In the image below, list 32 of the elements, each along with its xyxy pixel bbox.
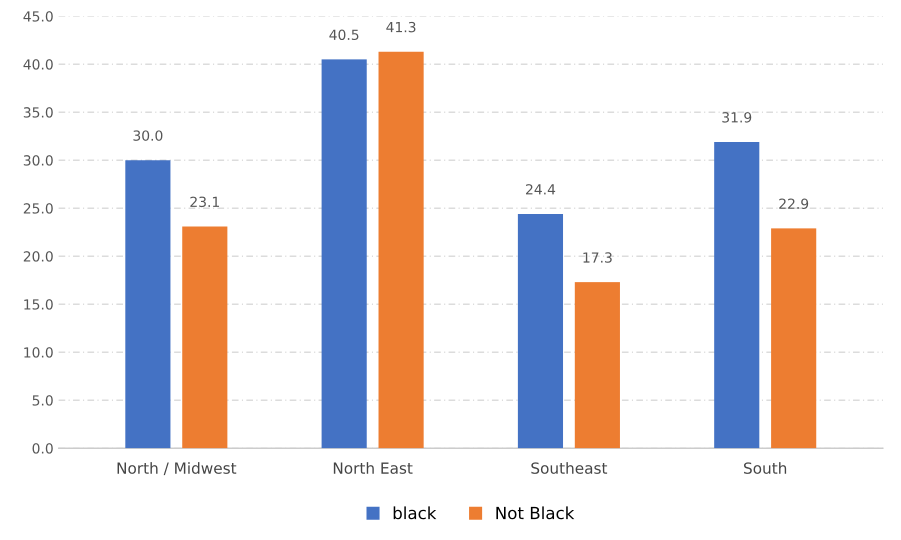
bar xyxy=(518,214,564,448)
bar xyxy=(125,160,170,448)
y-tick-label: 0.0 xyxy=(32,443,53,454)
bar xyxy=(378,52,424,448)
x-tick-label: South xyxy=(744,462,786,474)
data-label: 22.9 xyxy=(779,198,808,209)
y-tick-label: 30.0 xyxy=(24,155,53,166)
data-label: 17.3 xyxy=(583,252,612,263)
x-tick-label: North / Midwest xyxy=(118,462,236,476)
bar xyxy=(322,59,367,448)
y-tick-label: 25.0 xyxy=(24,203,53,214)
bar xyxy=(771,228,816,448)
data-label: 40.5 xyxy=(329,30,358,40)
y-tick-label: 10.0 xyxy=(24,347,53,358)
legend-label: Not Black xyxy=(496,506,574,520)
bar xyxy=(182,226,228,448)
y-tick-label: 35.0 xyxy=(24,107,53,118)
y-tick-label: 45.0 xyxy=(23,11,53,22)
bar xyxy=(574,282,620,448)
y-tick-label: 40.0 xyxy=(23,59,53,70)
data-label: 23.1 xyxy=(190,196,219,208)
data-label: 41.3 xyxy=(386,22,416,32)
x-tick-label: North East xyxy=(334,462,413,474)
x-tick-label: Southeast xyxy=(531,462,608,474)
y-tick-label: 15.0 xyxy=(24,299,53,310)
data-label: 24.4 xyxy=(526,184,556,194)
data-label: 31.9 xyxy=(722,112,752,123)
legend-label: black xyxy=(394,506,436,520)
data-label: 30.0 xyxy=(133,130,162,141)
y-tick-label: 5.0 xyxy=(32,395,53,406)
y-tick-label: 20.0 xyxy=(24,251,53,262)
bar xyxy=(714,142,760,448)
